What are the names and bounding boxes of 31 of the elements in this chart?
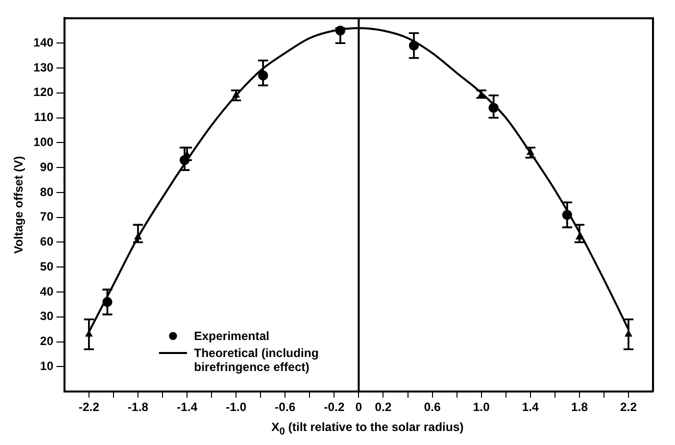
y-tick-label: 70: [40, 210, 54, 224]
y-tick-label: 90: [40, 160, 54, 174]
x-tick-label: 0: [355, 400, 362, 414]
y-tick-label: 10: [40, 359, 54, 374]
x-tick-label: -2.2: [78, 400, 100, 414]
y-tick-label: 130: [33, 60, 54, 74]
legend-label: Experimental: [194, 329, 270, 344]
y-tick-label: 110: [34, 110, 54, 124]
y-tick-label: 140: [33, 35, 54, 50]
x-tick-label: 1.4: [522, 400, 540, 414]
x-tick-label: -1.0: [226, 400, 247, 414]
x-tick-label: 1.8: [571, 400, 588, 414]
y-tick-label: 30: [40, 309, 54, 324]
x-tick-label: 1.0: [472, 400, 490, 414]
y-tick-label: 60: [40, 234, 54, 249]
x-tick-label: -0.6: [274, 400, 296, 414]
y-tick-label: 80: [40, 184, 54, 199]
y-tick-label: 100: [33, 134, 54, 149]
x-tick-label: 0.6: [424, 400, 441, 414]
y-axis-title: Voltage offset (V): [12, 156, 26, 254]
x-tick-label: -1.4: [176, 400, 198, 414]
x-tick-label: 0.2: [374, 400, 392, 414]
x-tick-label: 2.2: [620, 400, 638, 414]
x-tick-label: -0.2: [324, 400, 345, 414]
y-tick-label: 20: [40, 334, 54, 348]
y-tick-label: 120: [33, 85, 54, 100]
x-tick-label: -1.8: [128, 400, 149, 414]
y-tick-label: 40: [40, 284, 54, 298]
legend-label: Theoretical (including birefringence effect): [194, 346, 320, 374]
x-axis-title: X$_{0}$ (tilt relative to the solar radius): [270, 420, 465, 438]
y-tick-label: 50: [40, 259, 54, 274]
